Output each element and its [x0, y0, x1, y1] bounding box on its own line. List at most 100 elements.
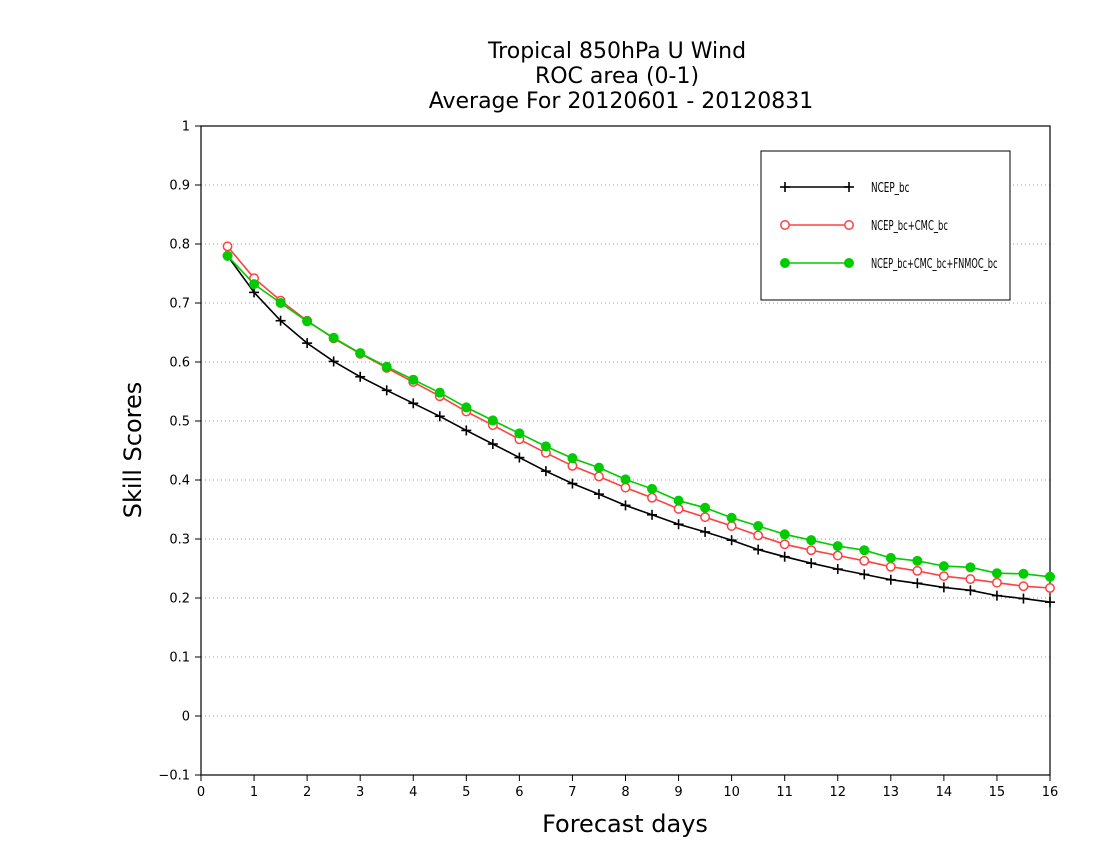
data-point	[487, 415, 498, 426]
chart-title-line-2: ROC area (0-1)	[535, 64, 699, 89]
legend-marker	[780, 182, 790, 192]
data-point	[806, 535, 817, 546]
data-point	[567, 453, 578, 464]
data-point	[487, 439, 498, 450]
data-point	[753, 530, 764, 541]
chart-title: Tropical 850hPa U Wind ROC area (0-1) Av…	[429, 39, 814, 114]
data-point	[302, 338, 313, 349]
legend: NCEP_bc NCEP_bc+CMC_bc NCEP_bc+CMC_bc+FNMO…	[760, 150, 1011, 301]
data-point	[700, 526, 711, 537]
data-point	[275, 315, 286, 326]
x-tick-label: 16	[1042, 785, 1059, 800]
x-tick-label: 10	[723, 785, 740, 800]
series-ncep-bc-cmc-bc-fnmoc-bc	[222, 250, 1055, 582]
data-point	[514, 452, 525, 463]
data-point	[222, 250, 233, 261]
data-point	[859, 545, 870, 556]
y-axis-label: Skill Scores	[119, 382, 147, 519]
data-point	[620, 500, 631, 511]
legend-entry-ncep-bc-cmc-bc: NCEP_bc+CMC_bc	[780, 219, 948, 234]
data-point	[965, 562, 976, 573]
x-tick-label: 15	[989, 785, 1006, 800]
data-point	[832, 564, 843, 575]
x-tick-label: 9	[674, 785, 682, 800]
data-point	[965, 574, 976, 585]
data-point	[753, 521, 764, 532]
data-point	[408, 374, 419, 385]
data-point	[647, 492, 657, 503]
data-point	[726, 512, 737, 523]
data-point	[328, 356, 339, 367]
data-point	[302, 316, 313, 327]
data-point	[1018, 581, 1029, 592]
legend-label: NCEP_bc	[871, 181, 910, 196]
data-point	[912, 565, 923, 576]
series-ncep-bc	[222, 250, 1055, 608]
data-point	[408, 398, 419, 409]
data-point	[938, 582, 949, 593]
data-point	[620, 474, 631, 485]
data-point	[222, 241, 233, 252]
data-point	[593, 462, 604, 473]
data-point	[779, 539, 790, 550]
x-axis: 0 1 2 3 4 5 6 7 8 9 10 11 12 13 14 15 16	[197, 775, 1058, 800]
data-point	[673, 495, 684, 506]
y-tick-label: 0.1	[169, 651, 190, 666]
y-tick-label: 0.5	[169, 415, 190, 430]
x-axis-label: Forecast days	[542, 810, 708, 838]
data-point	[991, 590, 1002, 601]
legend-marker	[780, 220, 790, 230]
x-tick-label: 3	[356, 785, 364, 800]
data-point	[965, 585, 976, 596]
data-point	[700, 512, 711, 523]
data-point	[620, 482, 631, 493]
x-tick-label: 11	[776, 785, 793, 800]
data-point	[779, 529, 790, 540]
data-point	[938, 561, 949, 572]
legend-entry-ncep-bc-cmc-bc-fnmoc-bc: NCEP_bc+CMC_bc+FNMOC_bc	[780, 257, 998, 272]
data-point	[355, 371, 366, 382]
data-point	[461, 402, 472, 413]
data-point	[885, 574, 896, 585]
data-point	[1018, 568, 1029, 579]
legend-marker	[844, 220, 854, 230]
data-point	[461, 425, 472, 436]
data-point	[991, 577, 1002, 588]
y-tick-label: 0.2	[169, 592, 190, 607]
y-tick-label: 1	[182, 120, 190, 135]
data-point	[700, 502, 711, 513]
data-point	[779, 551, 790, 562]
y-tick-label: 0.9	[169, 179, 190, 194]
data-point	[540, 466, 551, 477]
x-tick-label: 1	[250, 785, 258, 800]
data-point	[832, 541, 843, 552]
y-axis: −0.1 0 0.1 0.2 0.3 0.4 0.5 0.6 0.7 0.8 0.9 1	[158, 120, 201, 784]
data-point	[434, 411, 445, 422]
data-point	[1018, 593, 1029, 604]
x-tick-label: 2	[303, 785, 311, 800]
chart-title-line-1: Tropical 850hPa U Wind	[487, 39, 746, 64]
data-point	[991, 568, 1002, 579]
x-tick-label: 14	[936, 785, 953, 800]
data-point	[249, 279, 260, 290]
y-tick-label: 0.8	[169, 238, 190, 253]
data-point	[938, 571, 949, 582]
legend-label: NCEP_bc+CMC_bc	[871, 219, 948, 234]
data-point	[540, 441, 551, 452]
data-point	[885, 552, 896, 563]
data-point	[1045, 597, 1055, 608]
series-line-ncep-bc	[226, 255, 1051, 603]
chart-title-line-3: Average For 20120601 - 20120831	[429, 89, 814, 114]
x-tick-label: 8	[621, 785, 629, 800]
legend-entry-ncep-bc: NCEP_bc	[780, 181, 910, 196]
legend-marker	[844, 182, 854, 192]
data-point	[859, 555, 870, 566]
data-point	[726, 521, 737, 531]
series-layer	[222, 241, 1055, 608]
data-point	[434, 387, 445, 398]
data-point	[673, 503, 684, 514]
data-point	[753, 544, 764, 555]
data-point	[859, 569, 870, 580]
legend-marker	[780, 258, 790, 268]
